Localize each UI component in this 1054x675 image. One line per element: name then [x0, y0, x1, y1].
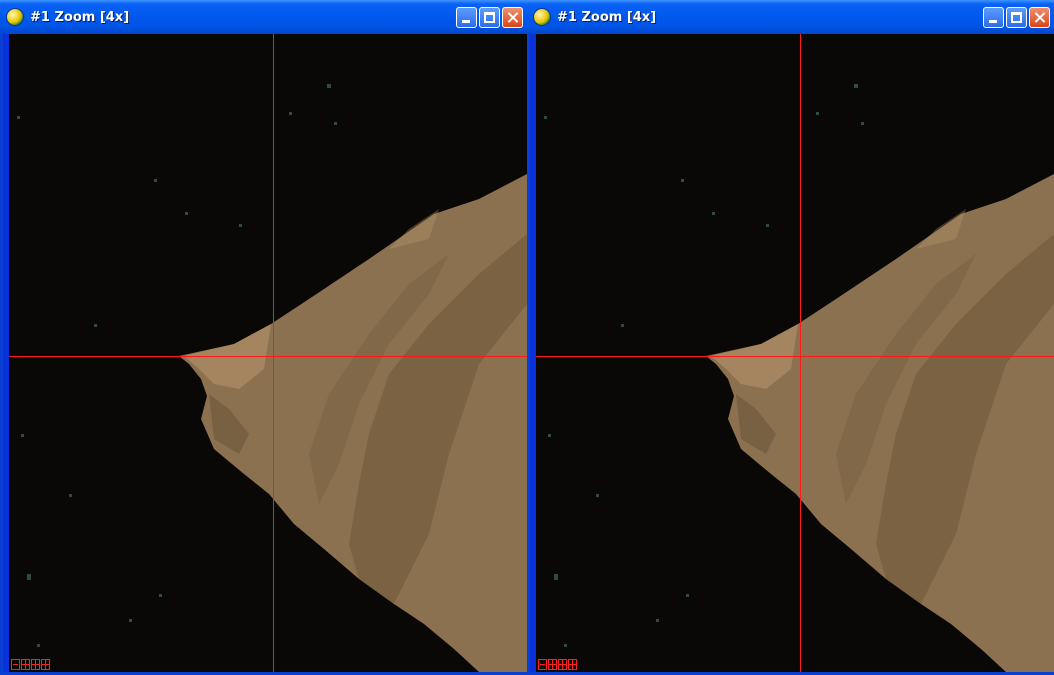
maximize-button[interactable]: [479, 7, 500, 28]
crosshair-vertical: [273, 34, 274, 672]
crosshair-vertical: [800, 34, 801, 672]
crosshair-horizontal: [536, 356, 1054, 357]
crosshair-toggle-icon[interactable]: [41, 659, 50, 670]
zoom-image-viewport[interactable]: [9, 34, 527, 672]
zoom-out-icon[interactable]: [11, 659, 20, 670]
zoom-1x-icon[interactable]: [558, 659, 567, 670]
zoom-out-icon[interactable]: [538, 659, 547, 670]
minimize-button[interactable]: [456, 7, 477, 28]
close-button[interactable]: [1029, 7, 1050, 28]
zoom-image-viewport[interactable]: [536, 34, 1054, 672]
maximize-button[interactable]: [1006, 7, 1027, 28]
window-title: #1 Zoom [4x]: [30, 9, 130, 25]
title-bar[interactable]: #1 Zoom [4x]: [527, 0, 1054, 34]
crosshair-toggle-icon[interactable]: [568, 659, 577, 670]
zoom-in-icon[interactable]: [21, 659, 30, 670]
minimize-button[interactable]: [983, 7, 1004, 28]
app-globe-icon[interactable]: [6, 8, 24, 26]
zoom-controls: [11, 659, 50, 670]
zoom-window-right[interactable]: #1 Zoom [4x]: [527, 0, 1054, 675]
zoom-1x-icon[interactable]: [31, 659, 40, 670]
close-button[interactable]: [502, 7, 523, 28]
satellite-image: [9, 34, 527, 672]
zoom-in-icon[interactable]: [548, 659, 557, 670]
zoom-window-left[interactable]: #1 Zoom [4x]: [0, 0, 527, 675]
satellite-image: [536, 34, 1054, 672]
crosshair-horizontal: [9, 356, 527, 357]
title-bar[interactable]: #1 Zoom [4x]: [0, 0, 527, 34]
zoom-controls: [538, 659, 577, 670]
window-title: #1 Zoom [4x]: [557, 9, 657, 25]
app-globe-icon[interactable]: [533, 8, 551, 26]
